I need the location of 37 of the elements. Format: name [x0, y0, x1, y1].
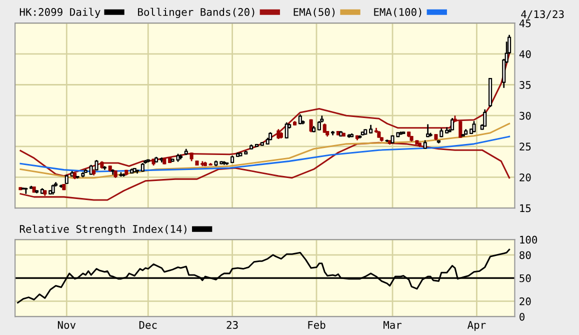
candlestick	[64, 174, 68, 185]
y-tick-label: 40	[519, 50, 531, 58]
candlestick	[426, 124, 430, 138]
candlestick	[309, 118, 313, 133]
legend-label: Relative Strength Index(14)	[20, 224, 186, 235]
candlestick	[483, 108, 487, 128]
x-tick-label: Mar	[384, 321, 402, 329]
candlestick	[51, 184, 55, 196]
x-tick-label: Nov	[58, 321, 76, 329]
x-tick-label: 23	[226, 320, 238, 329]
candlestick	[322, 122, 326, 134]
y-tick-label: 45	[519, 20, 531, 28]
y-tick-label: 80	[520, 251, 531, 260]
legend-label: EMA(50)	[294, 8, 335, 18]
legend-label: Bollinger Bands(20)	[138, 8, 254, 18]
y-tick-label: 15	[520, 204, 531, 212]
line-series	[17, 248, 510, 304]
candlestick	[284, 122, 288, 140]
candlestick	[450, 117, 454, 132]
y-tick-label: 20	[520, 173, 531, 182]
line-series	[20, 142, 510, 201]
x-tick-label: Apr	[467, 321, 486, 331]
line-series	[20, 122, 510, 179]
x-tick-label: Feb	[308, 320, 326, 329]
y-tick-label: 25	[520, 142, 531, 151]
y-tick-label: 100	[520, 236, 538, 244]
y-tick-label: 0	[520, 312, 524, 321]
legend-label: HK:2099 Daily	[20, 8, 100, 18]
y-tick-label: 50	[520, 274, 531, 282]
candlestick	[276, 128, 280, 140]
line-series	[20, 136, 510, 172]
text: 4/13/23	[521, 10, 564, 19]
legend-label: EMA(100)	[374, 8, 422, 18]
y-tick-label: 30	[520, 112, 531, 120]
x-tick-label: Dec	[139, 321, 157, 329]
y-tick-label: 20	[520, 297, 531, 306]
y-tick-label: 35	[520, 81, 531, 89]
